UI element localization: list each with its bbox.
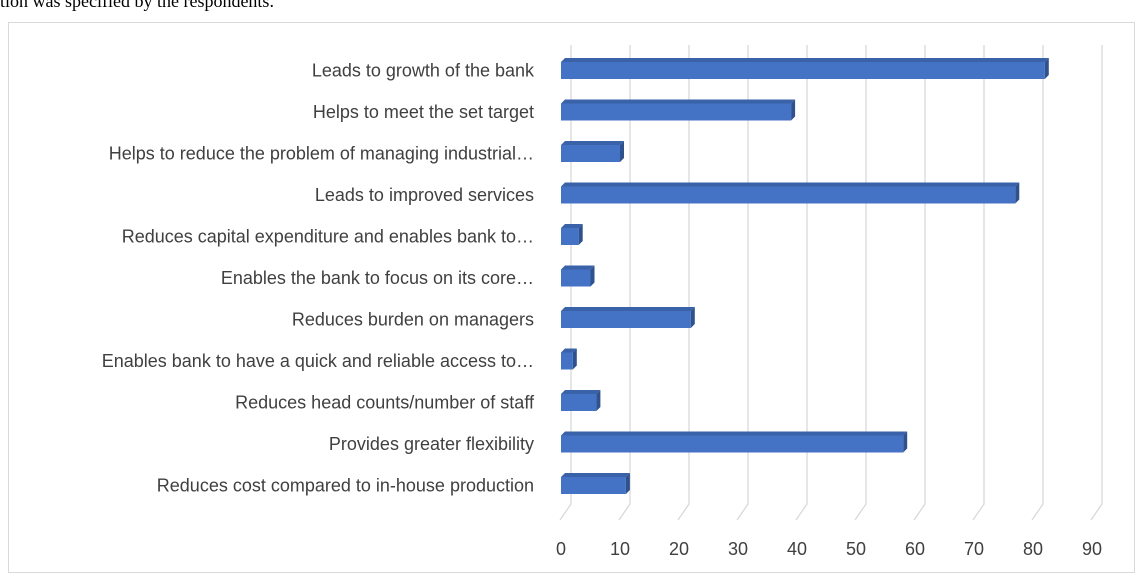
bar-front-face xyxy=(561,228,579,245)
bar-top-face xyxy=(561,265,595,270)
bar-front-face xyxy=(561,311,691,328)
bar-top-face xyxy=(561,99,796,104)
gridline-80 xyxy=(1031,45,1044,521)
category-label: Helps to reduce the problem of managing … xyxy=(109,144,534,164)
bar-side-face xyxy=(791,99,796,121)
category-label: Reduces burden on managers xyxy=(292,310,534,330)
bar-front-face xyxy=(561,352,573,370)
category-label: Leads to improved services xyxy=(315,185,534,205)
bar-front-face xyxy=(561,62,1045,79)
category-label: Enables the bank to focus on its core… xyxy=(221,268,534,288)
bar-top-face xyxy=(561,431,908,436)
category-label: Reduces head counts/number of staff xyxy=(235,393,535,413)
category-label: Helps to meet the set target xyxy=(313,102,534,122)
bar-11 xyxy=(561,473,630,494)
bar-top-face xyxy=(561,141,624,145)
bar-10 xyxy=(561,431,908,453)
category-label: Provides greater flexibility xyxy=(329,434,534,454)
bar-top-face xyxy=(561,473,630,477)
x-tick-label: 10 xyxy=(610,539,630,559)
bar-side-face xyxy=(1044,58,1049,79)
bar-side-face xyxy=(590,265,595,287)
bar-top-face xyxy=(561,348,577,353)
x-tick-label: 80 xyxy=(1023,539,1043,559)
x-tick-label: 40 xyxy=(787,539,807,559)
bar-top-face xyxy=(561,307,695,311)
bar-2 xyxy=(561,99,796,121)
bar-8 xyxy=(561,348,577,370)
bar-9 xyxy=(561,390,601,411)
bar-side-face xyxy=(620,141,624,162)
bar-side-face xyxy=(690,307,695,328)
bar-6 xyxy=(561,265,595,287)
bar-side-face xyxy=(578,224,583,245)
category-label: Leads to growth of the bank xyxy=(312,61,535,81)
bar-front-face xyxy=(561,145,620,162)
bar-side-face xyxy=(903,431,908,453)
x-tick-label: 70 xyxy=(964,539,984,559)
bar-1 xyxy=(561,58,1049,79)
x-tick-label: 50 xyxy=(846,539,866,559)
caption-text-fragment: tion was specified by the respondents. xyxy=(0,0,274,11)
x-tick-label: 30 xyxy=(728,539,748,559)
bar-top-face xyxy=(561,390,601,394)
bar-top-face xyxy=(561,182,1020,187)
gridline-70 xyxy=(972,45,985,521)
bar-front-face xyxy=(561,477,626,494)
bar-top-face xyxy=(561,58,1049,62)
category-label: Reduces cost compared to in-house produc… xyxy=(157,476,534,496)
bar-7 xyxy=(561,307,695,328)
bar-front-face xyxy=(561,435,904,453)
bar-side-face xyxy=(625,473,630,494)
bar-side-face xyxy=(572,348,577,370)
bar-5 xyxy=(561,224,583,245)
x-tick-label: 90 xyxy=(1082,539,1102,559)
bar-side-face xyxy=(1015,182,1020,204)
x-axis-tick-labels: 0 10 20 30 40 50 60 70 80 90 xyxy=(556,539,1102,559)
bar-front-face xyxy=(561,394,597,411)
x-tick-label: 20 xyxy=(669,539,689,559)
category-labels: Leads to growth of the bank Helps to meet… xyxy=(102,61,535,496)
category-label: Reduces capital expenditure and enables … xyxy=(122,227,534,247)
bar-front-face xyxy=(561,103,792,121)
gridline-90 xyxy=(1090,45,1103,521)
category-label: Enables bank to have a quick and reliabl… xyxy=(102,351,534,371)
bar-front-face xyxy=(561,269,591,287)
x-tick-label: 60 xyxy=(905,539,925,559)
bar-top-face xyxy=(561,224,583,228)
bar-3 xyxy=(561,141,624,162)
bar-side-face xyxy=(596,390,601,411)
bars xyxy=(561,58,1049,494)
gridline-60 xyxy=(913,45,926,521)
bar-front-face xyxy=(561,186,1016,204)
bar-4 xyxy=(561,182,1020,204)
x-tick-label: 0 xyxy=(556,539,566,559)
